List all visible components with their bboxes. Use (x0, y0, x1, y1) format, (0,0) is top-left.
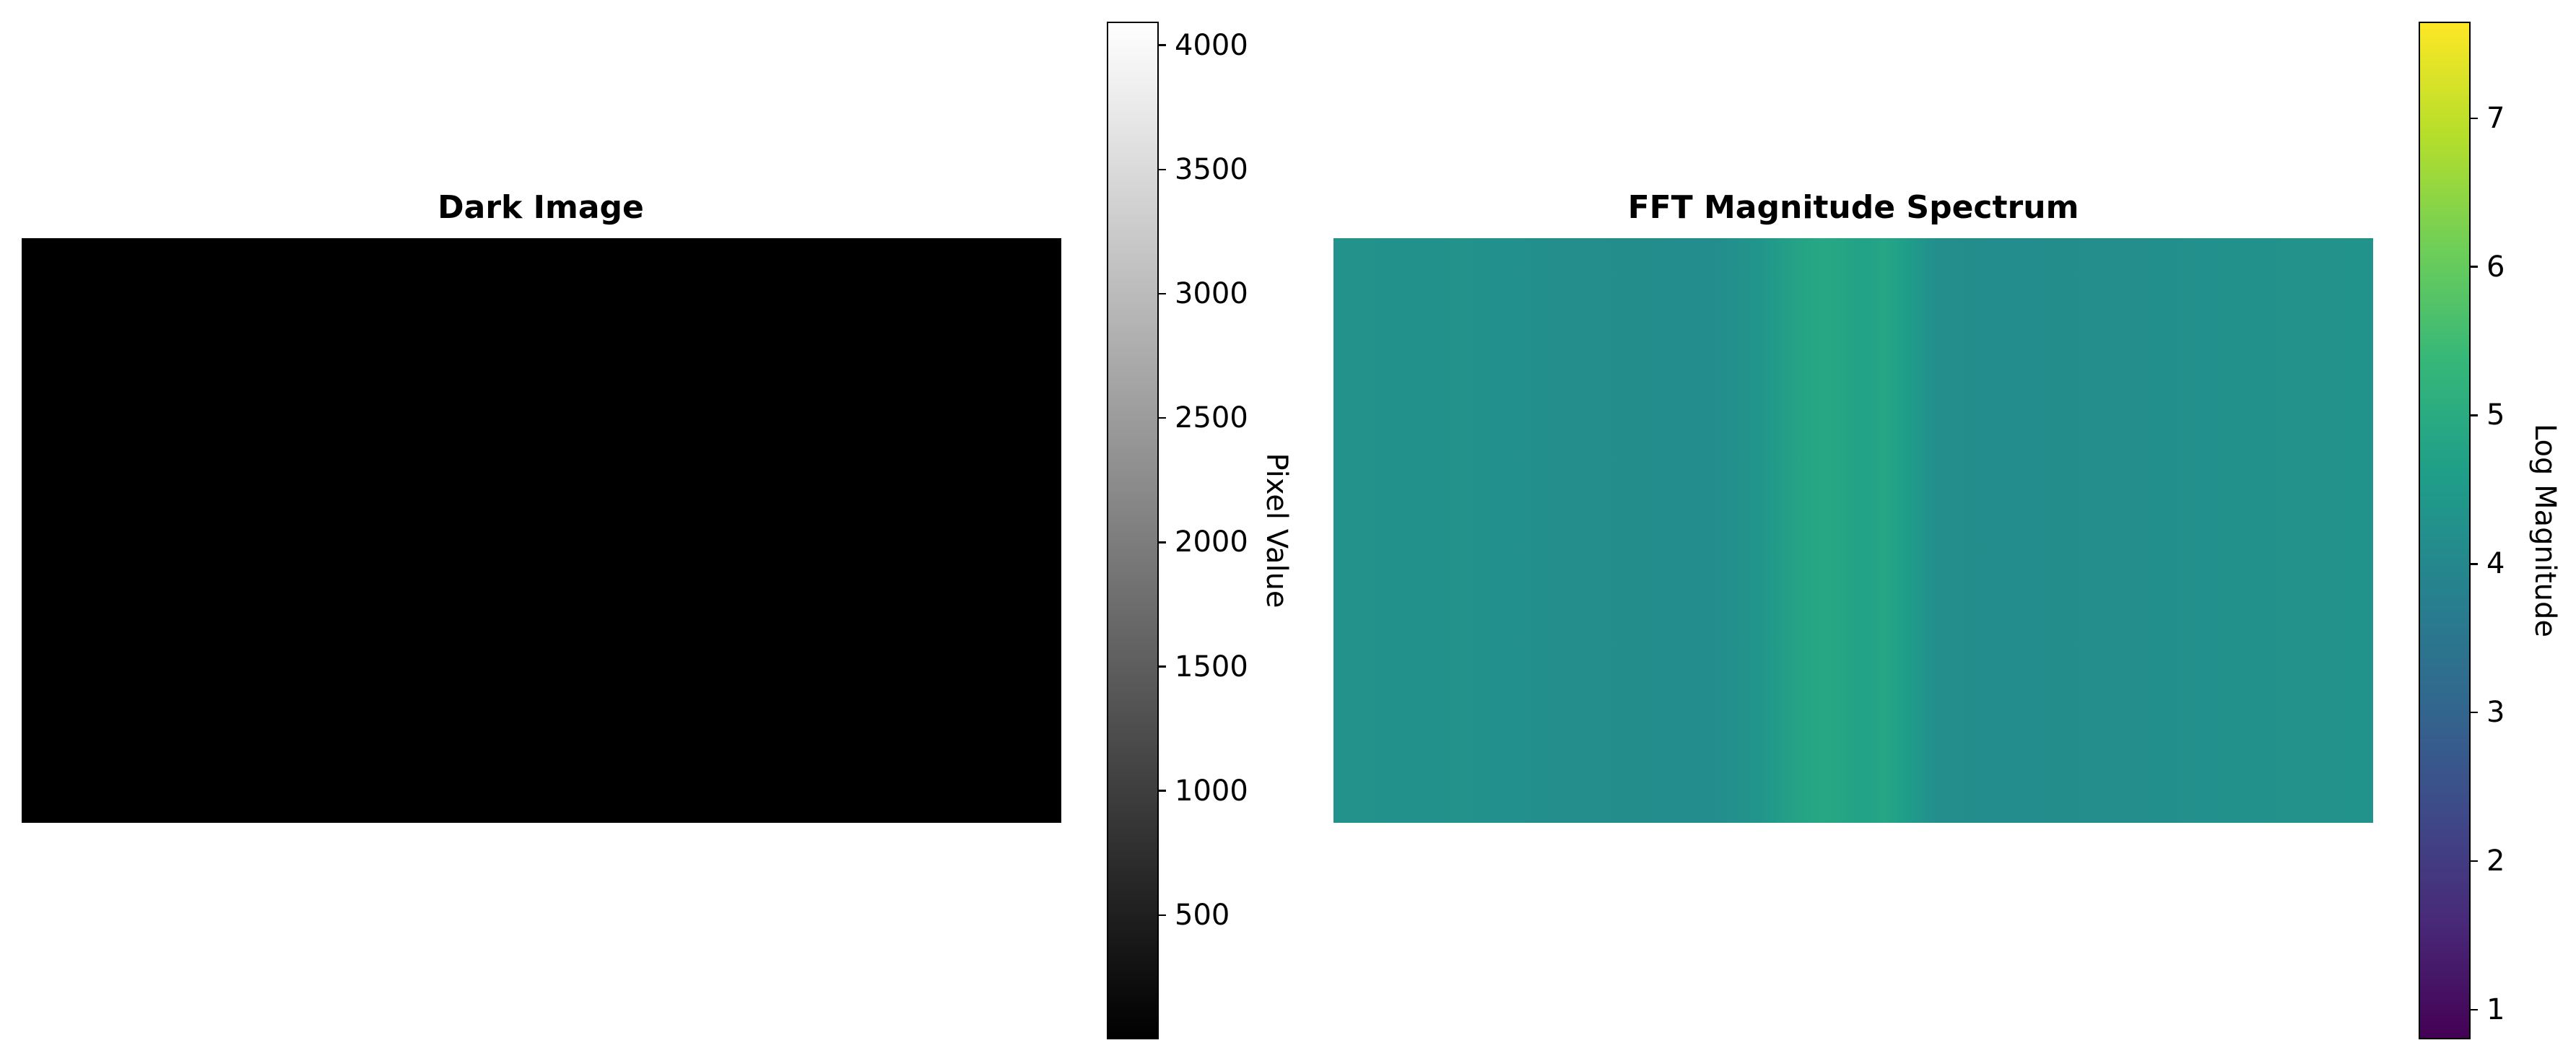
colorbar-tick (2471, 266, 2478, 268)
colorbar-tick-label: 3500 (1175, 152, 1248, 186)
colorbar-tick (2471, 711, 2478, 714)
colorbar-tick-label: 2000 (1175, 525, 1248, 559)
colorbar-tick-label: 3000 (1175, 277, 1248, 311)
colorbar-tick (2471, 563, 2478, 565)
colorbar-tick (2471, 860, 2478, 863)
colorbar-tick (1159, 168, 1166, 171)
colorbar-tick (1159, 416, 1166, 419)
colorbar-tick-label: 4000 (1175, 28, 1248, 62)
colorbar-tick (1159, 44, 1166, 46)
colorbar-tick-label: 6 (2486, 250, 2505, 284)
colorbar-tick (2471, 1008, 2478, 1011)
dark-image-title: Dark Image (438, 189, 644, 226)
colorbar-tick (1159, 914, 1166, 917)
colorbar-tick-label: 2 (2486, 844, 2505, 878)
colorbar-tick (2471, 414, 2478, 416)
colorbar-tick-label: 5 (2486, 398, 2505, 432)
pixel-value-colorbar-label: Pixel Value (1260, 453, 1293, 608)
colorbar-tick-label: 3 (2486, 696, 2505, 730)
colorbar-tick-label: 500 (1175, 898, 1230, 932)
colorbar-tick-label: 7 (2486, 101, 2505, 135)
colorbar-tick-label: 1 (2486, 992, 2505, 1026)
colorbar-tick-label: 1000 (1175, 774, 1248, 808)
colorbar-tick-label: 1500 (1175, 650, 1248, 684)
fft-spectrum-title: FFT Magnitude Spectrum (1627, 189, 2079, 226)
pixel-value-colorbar (1107, 22, 1159, 1039)
colorbar-tick (1159, 790, 1166, 792)
colorbar-tick (1159, 541, 1166, 543)
fft-spectrum-image-area (1333, 238, 2373, 823)
colorbar-tick (1159, 292, 1166, 295)
colorbar-tick (2471, 117, 2478, 120)
colorbar-tick-label: 2500 (1175, 401, 1248, 435)
colorbar-tick (1159, 665, 1166, 668)
log-magnitude-colorbar-label: Log Magnitude (2528, 423, 2562, 638)
colorbar-tick-label: 4 (2486, 547, 2505, 581)
log-magnitude-colorbar (2419, 22, 2471, 1039)
dark-image-area (22, 238, 1061, 823)
